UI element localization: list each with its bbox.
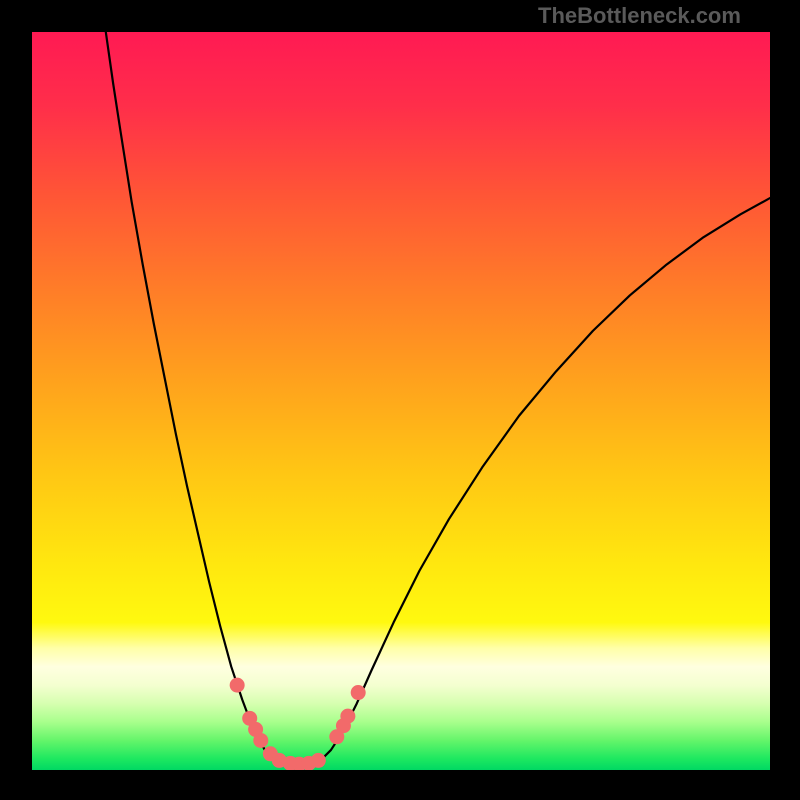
marker-dot bbox=[253, 733, 268, 748]
marker-dot bbox=[351, 685, 366, 700]
watermark-text: TheBottleneck.com bbox=[538, 3, 741, 29]
marker-dot bbox=[230, 678, 245, 693]
marker-dot bbox=[311, 753, 326, 768]
stage: TheBottleneck.com bbox=[0, 0, 800, 800]
bottleneck-chart bbox=[32, 32, 770, 770]
gradient-background bbox=[32, 32, 770, 770]
marker-dot bbox=[340, 709, 355, 724]
